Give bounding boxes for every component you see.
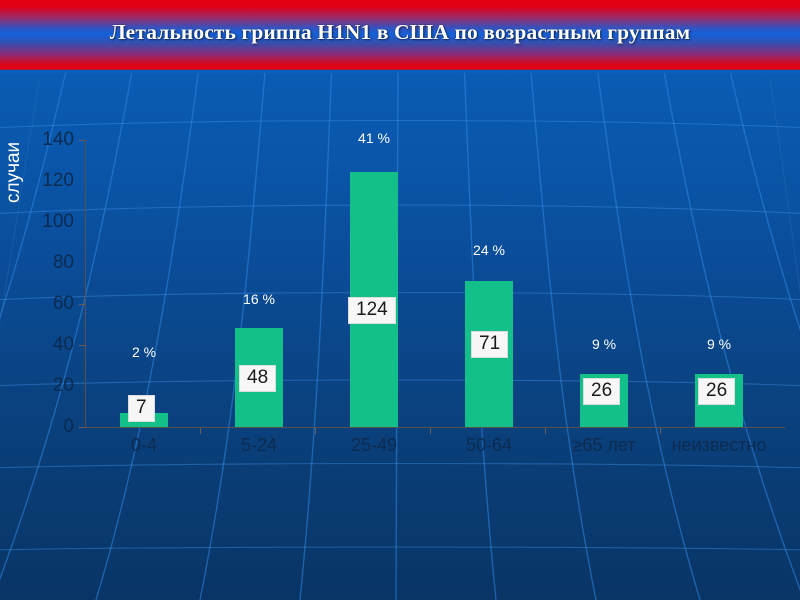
- y-tick-20: 20: [52, 375, 74, 396]
- x-tick-mark: [660, 428, 661, 434]
- x-axis-label-25-49: 25-49: [350, 435, 398, 455]
- bar-value-label-25-49: 124: [348, 297, 396, 324]
- x-tick-mark: [545, 428, 546, 434]
- bar-value-label-50-64: 71: [471, 331, 509, 358]
- x-tick-mark: [315, 428, 316, 434]
- y-tick-80: 80: [52, 252, 74, 273]
- y-tick-0: 0: [63, 416, 74, 437]
- bar-value-label-65-plus: 26: [583, 378, 621, 405]
- x-tick-mark: [200, 428, 201, 434]
- bar-percent-label-50-64: 24 %: [473, 242, 505, 258]
- title-banner: Летальность гриппа H1N1 в США по возраст…: [0, 0, 800, 73]
- y-tick-140: 140: [42, 129, 74, 150]
- bar-percent-label-5-24: 16 %: [243, 291, 275, 307]
- y-tick-100: 100: [42, 211, 74, 232]
- bar-percent-label-25-49: 41 %: [358, 130, 390, 146]
- bar-percent-label-unknown: 9 %: [706, 336, 732, 352]
- y-tick-120: 120: [42, 170, 74, 191]
- y-axis-line: [85, 140, 86, 427]
- y-tick-mark: [79, 427, 85, 428]
- y-tick-40: 40: [52, 334, 74, 355]
- x-axis-label-50-64: 50-64: [465, 435, 513, 455]
- x-axis-label-65-plus: ≥65 лет: [572, 435, 636, 455]
- bar-chart: случаи 140 120 100 80 60 40 20 0 2 % 7 1…: [0, 73, 800, 600]
- x-axis-line: [85, 427, 785, 428]
- y-axis-tick-labels: 140 120 100 80 60 40 20 0: [14, 73, 74, 600]
- y-tick-mark: [79, 304, 85, 305]
- bar-value-label-5-24: 48: [239, 365, 277, 392]
- y-tick-60: 60: [52, 293, 74, 314]
- x-axis-label-unknown: неизвестно: [671, 435, 767, 455]
- x-axis-label-0-4: 0-4: [130, 435, 157, 455]
- x-axis-label-5-24: 5-24: [240, 435, 278, 455]
- bar-percent-label-0-4: 2 %: [131, 344, 157, 360]
- page-title: Летальность гриппа H1N1 в США по возраст…: [109, 19, 691, 44]
- y-tick-mark: [79, 345, 85, 346]
- y-tick-mark: [79, 140, 85, 141]
- x-tick-mark: [430, 428, 431, 434]
- bar-percent-label-65-plus: 9 %: [591, 336, 617, 352]
- bar-value-label-unknown: 26: [698, 378, 736, 405]
- bar-value-label-0-4: 7: [128, 395, 155, 422]
